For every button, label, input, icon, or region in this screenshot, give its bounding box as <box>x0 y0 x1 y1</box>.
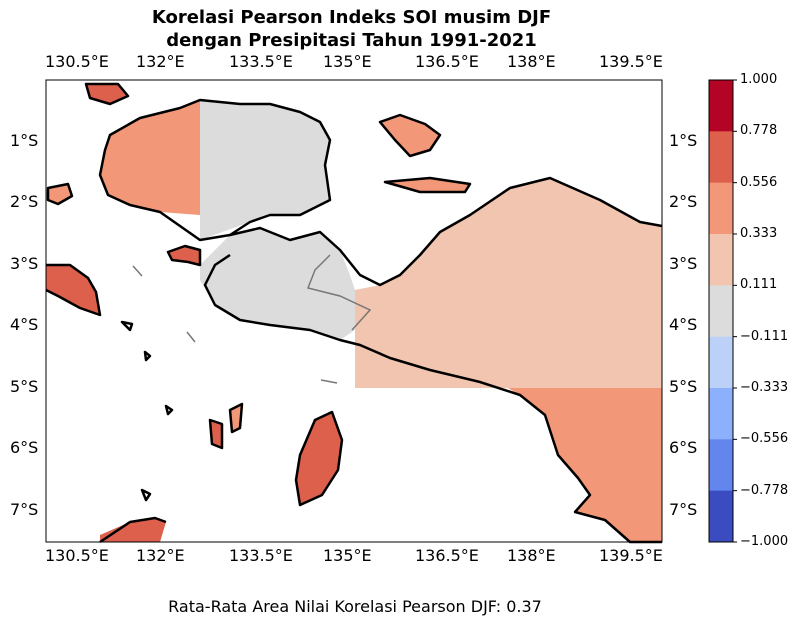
lon-tick-bot: 139.5°E <box>599 546 663 565</box>
colorbar-segment <box>709 182 733 235</box>
coastline-small-2 <box>143 350 152 362</box>
boundary-tick-2 <box>186 331 196 343</box>
coastline-kai <box>208 418 224 450</box>
colorbar-tick-label: 0.333 <box>740 226 778 241</box>
lon-tick-top: 139.5°E <box>599 52 663 71</box>
mean-correlation-note: Rata-Rata Area Nilai Korelasi Pearson DJ… <box>168 597 542 616</box>
coastline-biak <box>378 113 442 158</box>
coastline-misool <box>166 244 202 267</box>
lat-tick-left: 1°S <box>10 131 39 150</box>
coastline-waigeo <box>84 82 130 106</box>
region-south-east <box>508 388 662 542</box>
colorbar-tick-label: 0.778 <box>740 123 778 139</box>
colorbar-tick-label: −0.556 <box>740 431 789 447</box>
province-boundary <box>132 254 372 384</box>
lon-tick-top: 136.5°E <box>415 52 479 71</box>
shaded-regions <box>46 84 662 542</box>
region-birdshead-grey <box>200 100 330 240</box>
coastline-salawati <box>46 182 74 206</box>
coastline-mainland <box>203 176 663 544</box>
lat-tick-right: 1°S <box>669 131 698 150</box>
island-tanimbar <box>100 518 166 542</box>
colorbar-tick-label: 1.000 <box>740 72 778 87</box>
colorbar-tick-label: −1.000 <box>740 534 789 549</box>
colorbar <box>708 79 737 543</box>
coastline-aru <box>294 410 344 507</box>
coastline-tanimbar <box>99 516 167 544</box>
colorbar-frame <box>708 79 734 543</box>
lon-tick-bot: 130.5°E <box>45 546 109 565</box>
lat-tick-right: 4°S <box>669 315 698 334</box>
map-title-line2: dengan Presipitasi Tahun 1991-2021 <box>166 30 537 51</box>
lat-tick-left: 6°S <box>10 438 39 457</box>
lat-tick-left: 2°S <box>10 192 39 211</box>
boundary-tick-1 <box>132 265 143 277</box>
coastline-gebe <box>228 402 244 434</box>
colorbar-segment <box>709 285 733 338</box>
lon-tick-bot: 133.5°E <box>229 546 293 565</box>
boundary-tick-3 <box>320 379 338 384</box>
lat-tick-left: 5°S <box>10 377 39 396</box>
colorbar-segment <box>709 80 733 132</box>
colorbar-tick-label: 0.111 <box>740 277 778 293</box>
lon-tick-bot: 132°E <box>136 546 185 565</box>
lon-tick-top: 130.5°E <box>45 52 109 71</box>
colorbar-tick-label: −0.778 <box>740 482 789 498</box>
lon-tick-top: 133.5°E <box>229 52 293 71</box>
colorbar-tick-label: −0.111 <box>740 328 789 344</box>
region-neck-grey <box>200 228 355 340</box>
lat-tick-right: 6°S <box>669 438 698 457</box>
coastline-seram <box>45 263 102 317</box>
lat-tick-right: 3°S <box>669 254 698 273</box>
lon-tick-bot: 138°E <box>507 546 556 565</box>
map-title-line1: Korelasi Pearson Indeks SOI musim DJF <box>151 7 552 28</box>
coastline-small-3 <box>164 404 174 416</box>
lat-tick-right: 7°S <box>669 500 698 519</box>
coastline-birdshead <box>98 98 332 242</box>
lon-tick-top: 135°E <box>323 52 372 71</box>
map-frame <box>45 79 663 543</box>
colorbar-segment <box>709 336 733 389</box>
lon-tick-bot: 135°E <box>323 546 372 565</box>
colorbar-tick-label: 0.556 <box>740 174 778 190</box>
coastline-small-1 <box>120 320 134 332</box>
lat-tick-left: 4°S <box>10 315 39 334</box>
lon-tick-top: 138°E <box>507 52 556 71</box>
island-aru <box>296 412 342 505</box>
colorbar-segment <box>709 234 733 286</box>
colorbar-segment <box>709 131 733 184</box>
lat-tick-left: 7°S <box>10 500 39 519</box>
colorbar-segment <box>709 490 733 543</box>
region-east-mainland <box>355 178 662 388</box>
colorbar-tick-label: −0.333 <box>740 380 789 395</box>
boundary-line <box>306 254 372 331</box>
coastlines <box>45 82 663 544</box>
lon-tick-top: 132°E <box>136 52 185 71</box>
lat-tick-left: 3°S <box>10 254 39 273</box>
colorbar-segment <box>709 439 733 492</box>
lat-tick-right: 5°S <box>669 377 698 396</box>
coastline-small-4 <box>140 488 152 502</box>
lon-tick-bot: 136.5°E <box>415 546 479 565</box>
lat-tick-right: 2°S <box>669 192 698 211</box>
region-west-birdshead <box>100 100 200 215</box>
colorbar-segment <box>709 388 733 440</box>
coastline-yapen <box>383 176 472 194</box>
